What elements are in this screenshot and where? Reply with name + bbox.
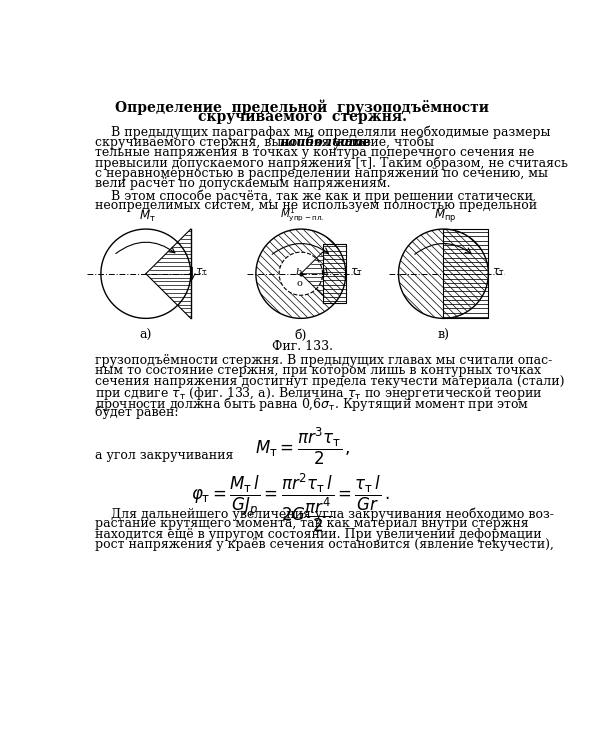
Text: скручиваемого  стержня.: скручиваемого стержня.: [198, 110, 407, 124]
Text: с неравномерностью в распределении напряжений по сечению, мы: с неравномерностью в распределении напря…: [96, 167, 549, 179]
Text: A: A: [322, 268, 329, 276]
Text: превысили допускаемого напряжения [τ]. Таким образом, не считаясь: превысили допускаемого напряжения [τ]. Т…: [96, 156, 568, 170]
Text: Определение  предельной  грузоподъёмности: Определение предельной грузоподъёмности: [116, 100, 489, 115]
Text: тельные напряжения в точках у контура поперечного сечения не: тельные напряжения в точках у контура по…: [96, 146, 535, 159]
Text: В этом способе расчёта, так же как и при решении статически: В этом способе расчёта, так же как и при…: [96, 189, 533, 202]
Text: грузоподъёмности стержня. В предыдущих главах мы считали опас-: грузоподъёмности стержня. В предыдущих г…: [96, 353, 553, 367]
Text: а угол закручивания: а угол закручивания: [96, 448, 234, 462]
Text: скручиваемого стержня, выполняя условие, чтобы: скручиваемого стержня, выполняя условие,…: [96, 136, 438, 149]
Text: $\tau_\mathrm{т}$: $\tau_\mathrm{т}$: [195, 266, 208, 278]
Text: $\tau_\mathrm{т}$: $\tau_\mathrm{т}$: [492, 266, 505, 278]
Text: неопределимых систем, мы не используем полностью предельной: неопределимых систем, мы не используем п…: [96, 199, 537, 213]
Text: $M_\mathrm{т}$: $M_\mathrm{т}$: [139, 210, 156, 225]
Text: o: o: [296, 279, 302, 288]
Text: вели расчёт по допускаемым напряжениям.: вели расчёт по допускаемым напряжениям.: [96, 177, 391, 190]
Text: находится ещё в упругом состоянии. При увеличении деформации: находится ещё в упругом состоянии. При у…: [96, 528, 542, 541]
Text: прочности должна быть равна 0,6$\sigma_\mathrm{т}$. Крутящий момент при этом: прочности должна быть равна 0,6$\sigma_\…: [96, 396, 530, 413]
Text: ным то состояние стержня, при котором лишь в контурных точках: ным то состояние стержня, при котором ли…: [96, 364, 542, 377]
Text: $M_{\mathrm{пр}}$: $M_{\mathrm{пр}}$: [434, 207, 456, 225]
Text: сечения напряжения достигнут предела текучести материала (стали): сечения напряжения достигнут предела тек…: [96, 375, 565, 388]
Text: Для дальнейшего увеличения угла закручивания необходимо воз-: Для дальнейшего увеличения угла закручив…: [96, 507, 555, 520]
Text: в): в): [437, 329, 450, 342]
Text: б): б): [294, 329, 307, 342]
Text: будет равен:: будет равен:: [96, 406, 179, 419]
Text: $\varphi_\mathrm{т} = \dfrac{M_\mathrm{т}\, l}{G J_p} = \dfrac{\pi r^2 \tau_\mat: $\varphi_\mathrm{т} = \dfrac{M_\mathrm{т…: [191, 471, 390, 534]
Text: рост напряжения у краёв сечения остановится (явление текучести),: рост напряжения у краёв сечения останови…: [96, 538, 555, 551]
Text: $\tau_\mathrm{т}$: $\tau_\mathrm{т}$: [350, 266, 363, 278]
Text: наибольшие: наибольшие: [279, 136, 371, 148]
Text: $M^1_{\mathrm{упр-пл.}}$: $M^1_{\mathrm{упр-пл.}}$: [280, 207, 325, 225]
Text: Фиг. 133.: Фиг. 133.: [272, 340, 333, 353]
Text: каса-: каса-: [333, 136, 371, 148]
Text: а): а): [140, 329, 152, 342]
Text: при сдвиге $\tau_\mathrm{т}$ (фиг. 133, а). Величина $\tau_\mathrm{т}$ по энерге: при сдвиге $\tau_\mathrm{т}$ (фиг. 133, …: [96, 385, 543, 402]
Text: b: b: [296, 268, 301, 276]
Text: растание крутящего момента, так как материал внутри стержня: растание крутящего момента, так как мате…: [96, 517, 529, 531]
Text: $M_\mathrm{т} = \dfrac{\pi r^3 \tau_\mathrm{т}}{2}\,,$: $M_\mathrm{т} = \dfrac{\pi r^3 \tau_\mat…: [255, 425, 350, 467]
Text: В предыдущих параграфах мы определяли необходимые размеры: В предыдущих параграфах мы определяли не…: [96, 125, 551, 139]
